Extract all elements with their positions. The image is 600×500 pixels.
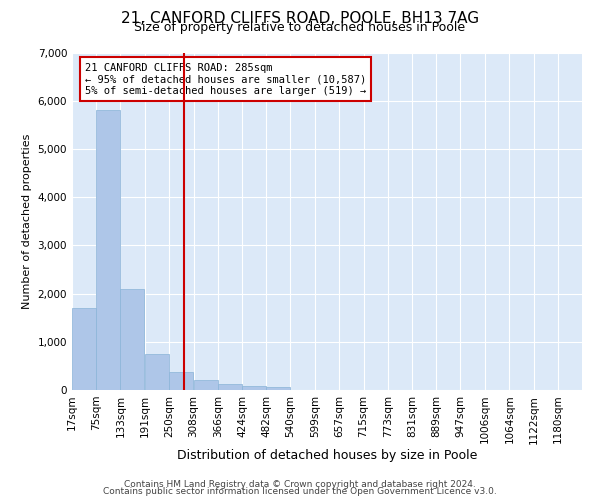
- Bar: [169, 372, 193, 390]
- Bar: [242, 386, 266, 390]
- Text: Contains HM Land Registry data © Crown copyright and database right 2024.: Contains HM Land Registry data © Crown c…: [124, 480, 476, 489]
- Y-axis label: Number of detached properties: Number of detached properties: [22, 134, 32, 309]
- Bar: [194, 380, 218, 390]
- Bar: [266, 387, 290, 390]
- Text: Contains public sector information licensed under the Open Government Licence v3: Contains public sector information licen…: [103, 487, 497, 496]
- Text: 21, CANFORD CLIFFS ROAD, POOLE, BH13 7AG: 21, CANFORD CLIFFS ROAD, POOLE, BH13 7AG: [121, 11, 479, 26]
- Text: Size of property relative to detached houses in Poole: Size of property relative to detached ho…: [134, 22, 466, 35]
- Bar: [145, 354, 169, 390]
- Bar: [218, 384, 242, 390]
- Bar: [72, 308, 96, 390]
- Bar: [121, 289, 145, 390]
- Bar: [96, 110, 120, 390]
- X-axis label: Distribution of detached houses by size in Poole: Distribution of detached houses by size …: [177, 449, 477, 462]
- Text: 21 CANFORD CLIFFS ROAD: 285sqm
← 95% of detached houses are smaller (10,587)
5% : 21 CANFORD CLIFFS ROAD: 285sqm ← 95% of …: [85, 62, 366, 96]
